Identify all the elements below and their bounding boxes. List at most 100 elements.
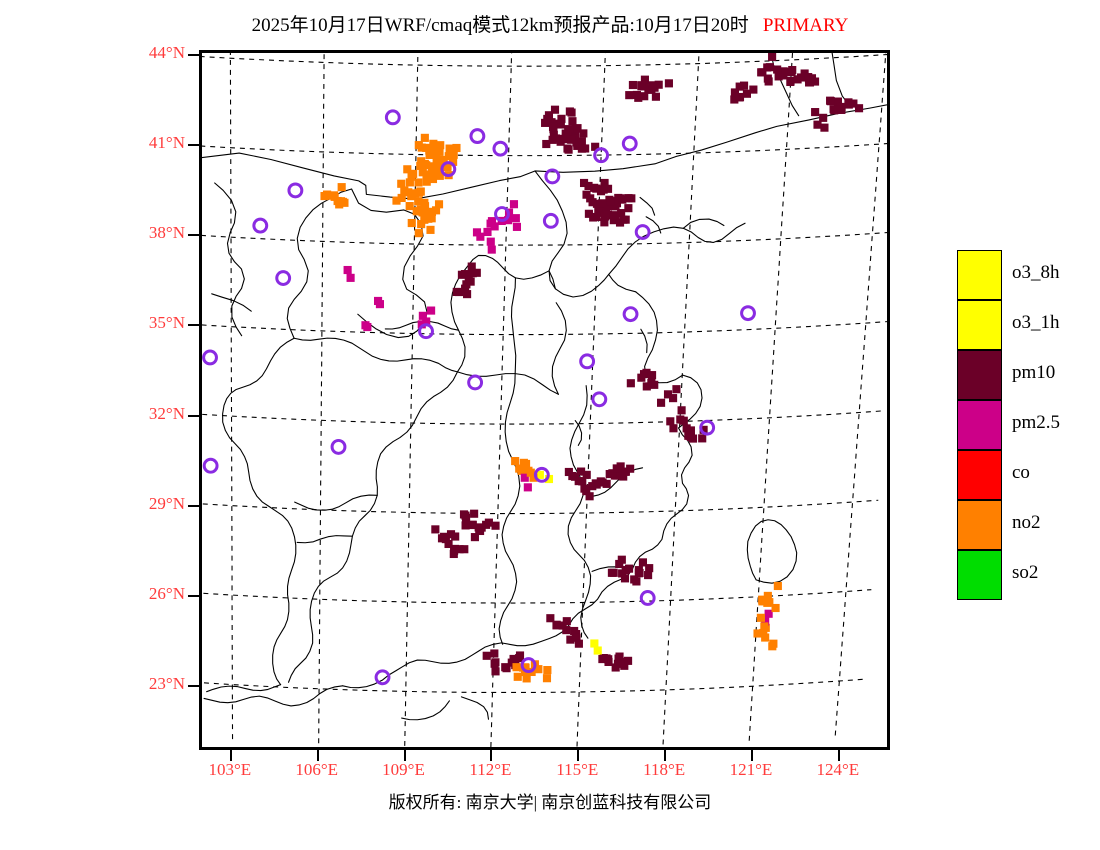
station-marker[interactable] xyxy=(202,457,219,474)
pollutant-cell-pm10 xyxy=(615,652,624,661)
pollutant-cell-pm10 xyxy=(558,621,567,630)
pollutant-cell-pm10 xyxy=(491,667,500,676)
pollutant-cell-pm10 xyxy=(634,93,643,102)
pollutant-cell-pm10 xyxy=(621,467,630,476)
pollutant-cell-pm10 xyxy=(570,472,580,481)
legend-item-no2[interactable]: no2 xyxy=(957,500,1097,550)
pollutant-cell-no2 xyxy=(449,157,458,166)
station-marker[interactable] xyxy=(275,270,292,286)
station-marker[interactable] xyxy=(591,391,608,408)
pollutant-cell-pm10 xyxy=(562,617,571,626)
pollutant-cell-no2 xyxy=(526,468,535,477)
pollutant-cell-pm10 xyxy=(557,134,566,143)
station-marker[interactable] xyxy=(622,306,639,323)
legend-item-so2[interactable]: so2 xyxy=(957,550,1097,600)
parallel-line xyxy=(202,143,887,157)
pollutant-cell-pm10 xyxy=(561,135,570,144)
pollutant-cell-pm2.5 xyxy=(486,219,495,228)
legend-item-o3_1h[interactable]: o3_1h xyxy=(957,300,1097,350)
legend-item-pm10[interactable]: pm10 xyxy=(957,350,1097,400)
pollutant-cell-pm10 xyxy=(585,492,594,501)
meridian-line xyxy=(834,53,887,736)
pollutant-cell-pm10 xyxy=(844,98,853,107)
legend-label: no2 xyxy=(1012,512,1041,533)
legend-item-o3_8h[interactable]: o3_8h xyxy=(957,250,1097,300)
station-marker[interactable] xyxy=(202,349,218,366)
station-marker[interactable] xyxy=(639,590,656,606)
station-marker[interactable] xyxy=(330,438,347,455)
station-marker[interactable] xyxy=(252,217,269,234)
pollutant-cell-pm10 xyxy=(639,370,649,379)
pollutant-cell-pm10 xyxy=(515,651,525,660)
pollutant-cell-pm2.5 xyxy=(422,317,431,326)
pollutant-cell-pm10 xyxy=(573,124,582,133)
pollutant-cell-pm10 xyxy=(644,571,653,580)
pollutant-cell-no2 xyxy=(333,196,342,206)
station-marker[interactable] xyxy=(467,374,484,391)
meridian-line xyxy=(229,53,234,740)
lat-tick-mark xyxy=(188,414,200,417)
pollutant-cell-no2 xyxy=(416,161,425,170)
lat-tick-label: 23°N xyxy=(148,674,185,694)
map-plot-frame[interactable] xyxy=(199,50,890,750)
pollutant-cell-no2 xyxy=(431,206,441,215)
station-marker[interactable] xyxy=(287,182,304,199)
pollutant-cell-pm2.5 xyxy=(375,300,385,309)
pollutant-cell-pm10 xyxy=(621,565,630,575)
lon-tick-label: 106°E xyxy=(295,760,338,779)
pollutant-cell-pm10 xyxy=(584,209,593,218)
legend-item-pm2-5[interactable]: pm2.5 xyxy=(957,400,1097,450)
pollutant-cell-o3_1h xyxy=(544,474,554,484)
station-marker[interactable] xyxy=(699,419,716,436)
station-marker[interactable] xyxy=(418,323,434,340)
pollutant-cell-pm10 xyxy=(446,530,456,539)
pollutant-cell-pm10 xyxy=(440,532,449,541)
station-marker[interactable] xyxy=(542,212,559,229)
pollutant-cell-no2 xyxy=(407,218,416,228)
pollutant-cell-pm10 xyxy=(604,657,613,667)
pollutant-cell-no2 xyxy=(428,145,437,154)
lat-tick-label: 41°N xyxy=(148,132,185,152)
station-marker[interactable] xyxy=(593,147,610,164)
pollutant-cell-pm10 xyxy=(624,204,633,213)
station-marker[interactable] xyxy=(492,140,509,157)
boundary-path xyxy=(206,684,282,693)
pollutant-cell-no2 xyxy=(417,220,426,229)
boundary-path xyxy=(551,302,567,395)
station-marker[interactable] xyxy=(544,168,561,185)
station-marker[interactable] xyxy=(440,161,457,178)
legend-item-co[interactable]: co xyxy=(957,450,1097,500)
pollutant-cell-no2 xyxy=(765,598,774,607)
map-canvas[interactable] xyxy=(202,53,887,747)
boundary-path xyxy=(351,188,428,339)
station-marker[interactable] xyxy=(740,305,756,322)
pollutant-cells xyxy=(320,53,864,683)
boundary-path xyxy=(287,371,459,683)
station-marker[interactable] xyxy=(520,657,537,674)
pollutant-cell-pm10 xyxy=(615,559,624,569)
pollutant-cell-pm10 xyxy=(666,417,675,426)
parallel-line xyxy=(202,321,887,336)
boundary-path xyxy=(567,385,592,639)
pollutant-cell-pm2.5 xyxy=(343,265,352,275)
pollutant-cell-no2 xyxy=(392,196,401,205)
station-marker[interactable] xyxy=(621,135,638,152)
pollutant-cell-pm10 xyxy=(677,406,686,415)
station-marker[interactable] xyxy=(579,353,596,370)
station-marker[interactable] xyxy=(634,224,651,240)
station-marker[interactable] xyxy=(533,466,550,483)
pollutant-cell-no2 xyxy=(444,152,453,161)
pollutant-cell-no2 xyxy=(427,214,436,223)
pollutant-cell-pm10 xyxy=(567,135,576,144)
pollutant-cell-o3_8h xyxy=(590,639,599,648)
pollutant-cell-pm10 xyxy=(467,262,476,271)
station-marker[interactable] xyxy=(469,128,486,145)
station-marker[interactable] xyxy=(374,669,391,686)
pollutant-cell-pm10 xyxy=(547,118,556,127)
station-marker[interactable] xyxy=(384,109,401,126)
pollutant-cell-pm10 xyxy=(813,120,822,129)
station-marker[interactable] xyxy=(494,206,510,222)
lat-tick-label: 32°N xyxy=(148,403,185,423)
boundary-path xyxy=(770,53,800,117)
boundary-path xyxy=(293,337,459,373)
